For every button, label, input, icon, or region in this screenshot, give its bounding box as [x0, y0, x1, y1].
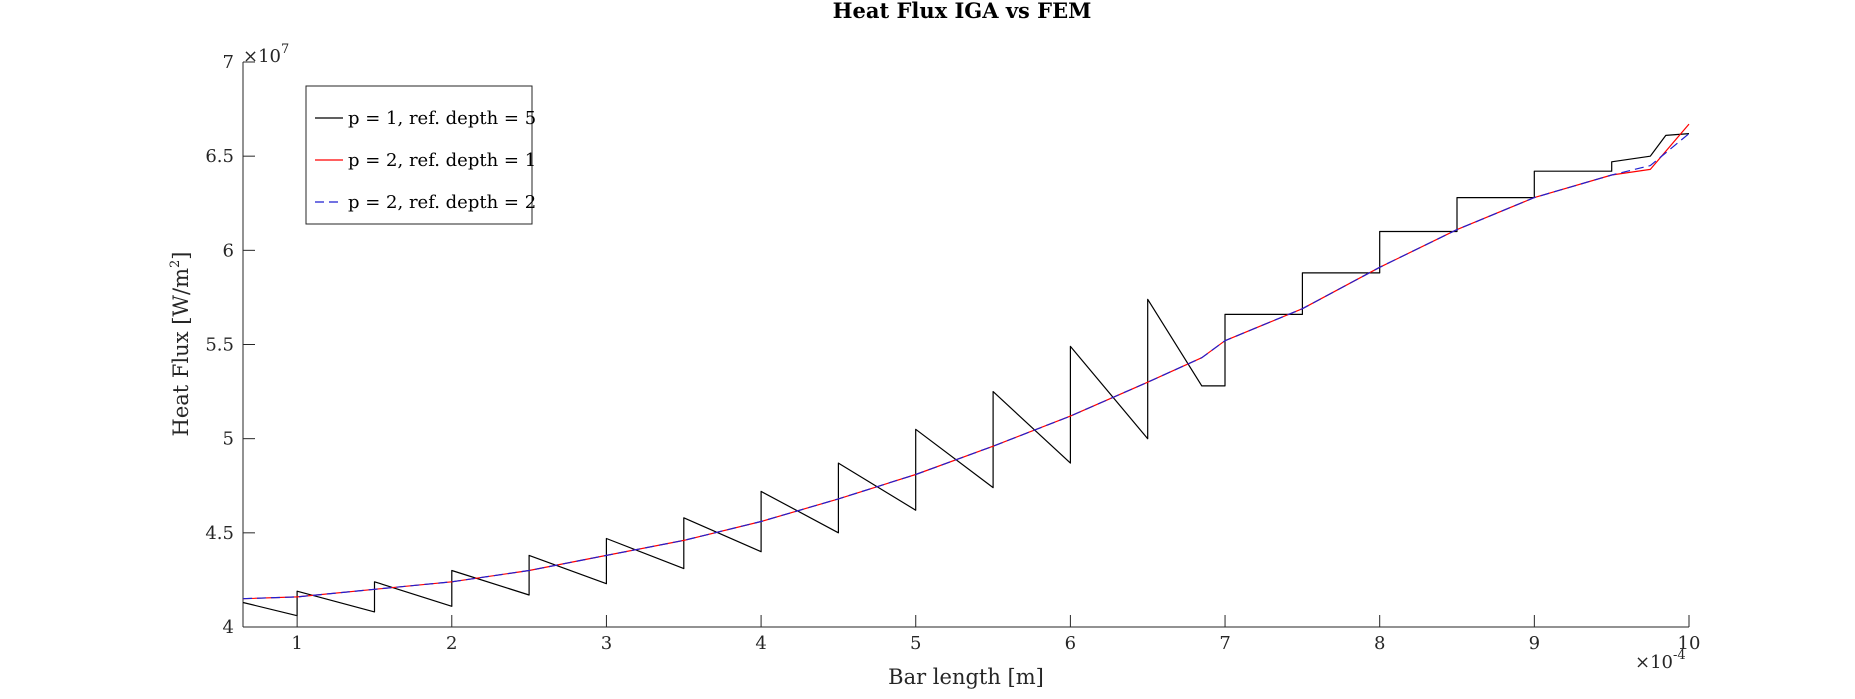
x-axis-ticks: 1 2 3 4 5 6 7 8 9 10 — [291, 615, 1700, 654]
series-layer — [242, 123, 1690, 617]
x-tick-label: 10 — [1678, 633, 1701, 654]
y-axis-ticks: 4 4.5 5 5.5 6 6.5 7 — [205, 52, 255, 638]
legend-label: p = 1, ref. depth = 5 — [348, 108, 536, 129]
x-tick-label: 2 — [446, 633, 457, 654]
x-tick-label: 9 — [1529, 633, 1540, 654]
y-tick-label: 7 — [223, 52, 234, 73]
y-tick-label: 4 — [223, 617, 234, 638]
series-line-3 — [242, 133, 1690, 600]
series-line-1 — [242, 133, 1690, 617]
x-tick-label: 6 — [1065, 633, 1076, 654]
y-tick-label: 5 — [223, 429, 234, 450]
y-tick-label: 4.5 — [205, 523, 234, 544]
legend: p = 1, ref. depth = 5 p = 2, ref. depth =… — [305, 85, 536, 225]
x-axis-label: Bar length [m] — [888, 665, 1044, 689]
legend-entries: p = 1, ref. depth = 5 p = 2, ref. depth =… — [315, 108, 536, 213]
legend-label: p = 2, ref. depth = 1 — [348, 150, 536, 171]
y-tick-label: 6.5 — [205, 146, 234, 167]
legend-box — [305, 85, 533, 225]
x-tick-label: 4 — [755, 633, 766, 654]
x-tick-label: 3 — [601, 633, 612, 654]
x-tick-label: 7 — [1219, 633, 1230, 654]
x-tick-label: 8 — [1374, 633, 1385, 654]
legend-label: p = 2, ref. depth = 2 — [348, 192, 536, 213]
y-tick-label: 6 — [223, 240, 234, 261]
x-axis-multiplier: ×10-4 — [1635, 648, 1686, 673]
y-axis-multiplier: ×107 — [243, 42, 289, 67]
chart-title: Heat Flux IGA vs FEM — [833, 0, 1092, 23]
y-tick-label: 5.5 — [205, 335, 234, 356]
x-tick-label: 5 — [910, 633, 921, 654]
y-axis-label: Heat Flux [W/m2] — [168, 252, 193, 437]
plot-area: 1 2 3 4 5 6 7 8 9 10 4 4.5 5 5.5 6 6.5 7 — [205, 52, 1700, 654]
x-tick-label: 1 — [291, 633, 302, 654]
